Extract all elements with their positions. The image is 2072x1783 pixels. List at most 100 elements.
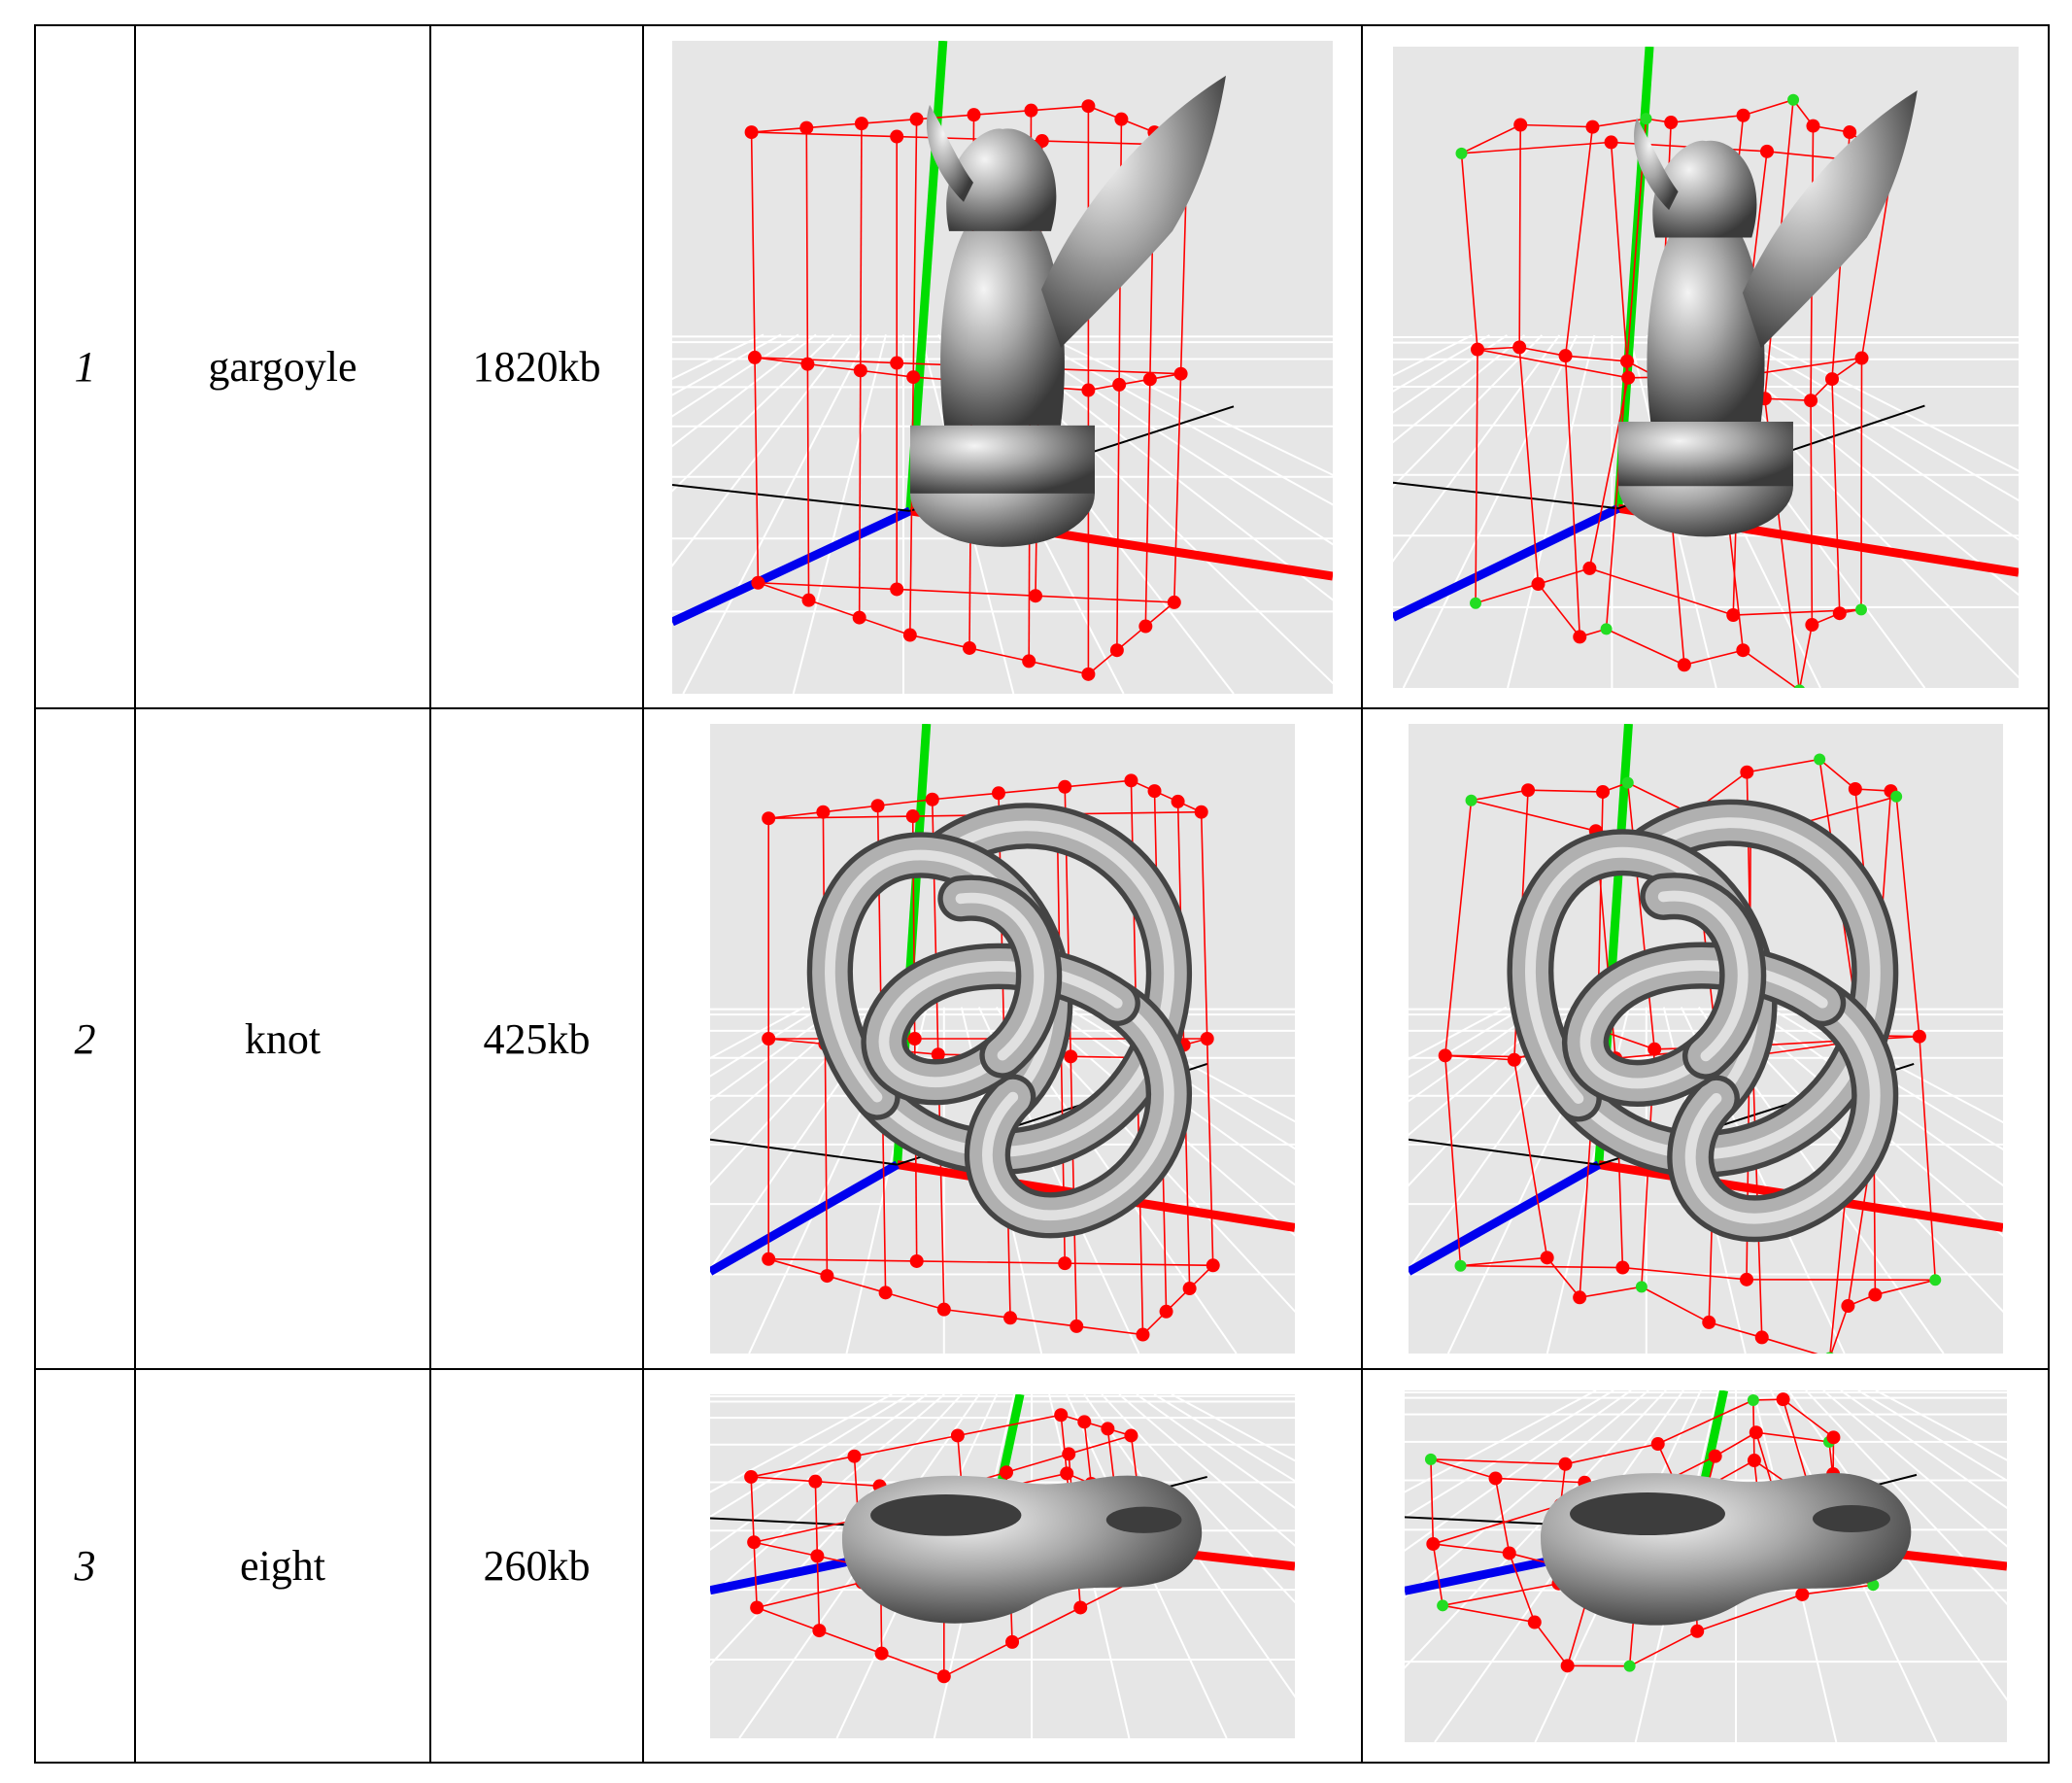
grid-line [672,333,852,567]
control-point [1854,351,1869,365]
control-point [816,805,831,819]
z-axis-line [710,1160,900,1276]
control-point [909,1253,924,1268]
control-point [1488,1470,1503,1485]
grid-line [1839,1389,2007,1509]
z-axis-line [1408,1160,1601,1276]
z-axis-line [672,506,912,626]
control-point [890,356,904,370]
control-point [762,1032,776,1046]
grid-line [1404,1389,1596,1493]
grid-line [1031,1006,1295,1237]
control-point [1200,1032,1214,1046]
control-point [1560,1658,1575,1672]
grid-line [1875,1389,2007,1461]
control-point [1825,1429,1840,1444]
control-point [1077,1414,1092,1428]
control-point [1647,1042,1661,1056]
control-point [1073,1599,1088,1614]
grid-line [1408,1006,1542,1103]
gargoyle-wing [1742,89,1918,348]
knot-model [1506,799,1898,1243]
control-point [1754,1330,1769,1345]
grid-line [710,1006,875,1186]
moved-control-point [1928,1274,1941,1286]
file-size: 425kb [429,707,644,1370]
moved-control-point [1454,147,1467,159]
control-point [1803,393,1817,407]
control-point [1109,642,1124,657]
grid-line [1083,1006,1295,1123]
grid-line [1013,1006,1295,1314]
control-point [1022,653,1036,668]
gargoyle-wing [1633,117,1679,210]
control-point [1101,1421,1115,1435]
control-point [906,369,921,384]
control-point [1739,1272,1753,1286]
moved-control-point [1635,1281,1647,1293]
knot-tube [955,892,1044,1061]
axis-line [1408,1138,1599,1166]
grid-line [1715,1006,2003,1314]
control-point [1147,784,1162,799]
control-point [762,811,776,826]
control-point [808,1474,823,1489]
control-point [1581,561,1596,575]
eight-hole [1569,1492,1725,1535]
knot-tube [982,997,1174,1221]
grid-line [1083,1393,1295,1698]
control-point [1171,794,1185,808]
control-point [1558,348,1573,362]
grid-line [1732,1006,2003,1238]
grid-line [1153,1393,1295,1482]
control-point [1520,783,1535,798]
gargoyle-wing [1041,75,1226,348]
control-point [1206,1258,1220,1273]
control-point [1438,1048,1452,1063]
control-point [1677,657,1691,671]
control-point [853,362,867,377]
control-point [1035,133,1049,148]
grid-line [710,1393,910,1518]
gargoyle-body [1646,237,1765,422]
grid-line [1392,333,1560,563]
eight-model [1540,1472,1911,1626]
moved-control-point [1465,794,1478,806]
control-point [963,640,976,655]
original-lattice-image [642,707,1363,1370]
control-point [1840,1299,1854,1314]
control-point [1081,667,1096,681]
control-point [1167,595,1181,609]
control-point [1502,1545,1516,1560]
table-row: 3 eight 260kb [34,1368,2050,1764]
grid-line [1698,333,2019,596]
moved-control-point [1469,597,1481,609]
grid-line [1715,333,2019,541]
control-point [1527,1615,1542,1629]
grid-line [682,333,869,694]
axis-line [672,483,910,512]
control-point [762,1252,776,1266]
grid-line [1392,333,1525,443]
grid-line [1733,333,2019,501]
control-point [1058,779,1072,794]
control-point [1749,1424,1763,1439]
model-name: knot [134,707,431,1370]
control-point [1708,1449,1722,1463]
deformed-view-gargoyle [1392,46,2019,688]
control-point [810,1548,825,1562]
moved-control-point [1854,602,1867,615]
control-point [847,1449,862,1463]
control-point [1663,115,1678,129]
control-point [1572,1290,1586,1305]
control-point [1124,1427,1138,1442]
gargoyle-base [1617,421,1793,486]
control-point [1747,1453,1761,1467]
moved-control-point [1424,1453,1437,1465]
control-point [751,575,765,590]
grid-line [1506,334,1595,688]
grid-line [1042,333,1333,476]
moved-control-point [1825,1352,1834,1354]
control-point [1064,1049,1078,1064]
moved-control-point [1813,753,1825,766]
